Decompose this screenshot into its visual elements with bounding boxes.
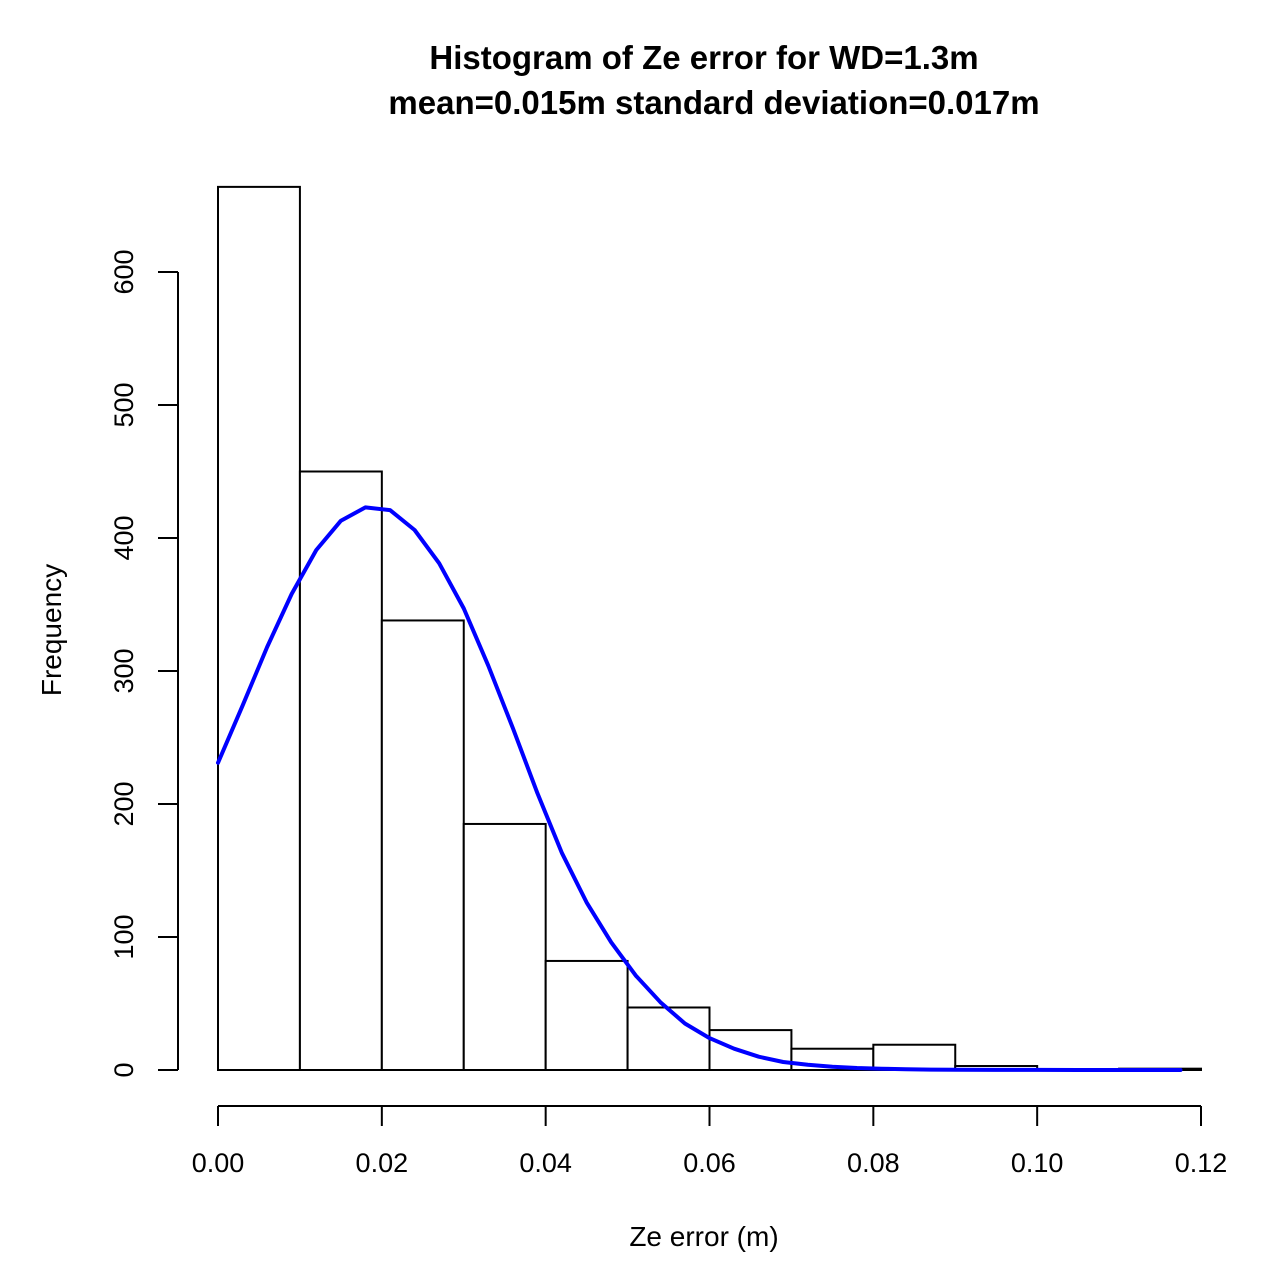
- histogram-bar-1: [298, 470, 383, 1071]
- y-axis-label: Frequency: [36, 564, 67, 696]
- histogram-bar-6: [708, 1029, 793, 1071]
- histogram-bar-0: [217, 185, 301, 1071]
- histogram-bar-2: [380, 619, 465, 1072]
- x-tick-label-0: 0.00: [192, 1148, 245, 1178]
- chart-subtitle: mean=0.015m standard deviation=0.017m: [388, 84, 1039, 121]
- histogram-bar-8: [872, 1043, 957, 1071]
- x-tick-label-6: 0.12: [1175, 1148, 1228, 1178]
- y-tick-label-3: 300: [109, 648, 139, 693]
- bars-layer: [217, 185, 1203, 1072]
- curve-layer: [216, 505, 1183, 1072]
- x-tick-label-1: 0.02: [356, 1148, 409, 1178]
- y-tick-label-2: 200: [109, 781, 139, 826]
- y-tick-label-1: 100: [109, 914, 139, 959]
- x-tick-label-2: 0.04: [519, 1148, 572, 1178]
- chart-title: Histogram of Ze error for WD=1.3m: [429, 39, 978, 76]
- x-axis: 0.00 0.02 0.04 0.06 0.08 0.10 0.12: [192, 1105, 1228, 1178]
- y-tick-label-6: 600: [109, 249, 139, 294]
- x-axis-label: Ze error (m): [629, 1221, 778, 1252]
- y-tick-label-0: 0: [109, 1062, 139, 1077]
- x-tick-label-4: 0.08: [847, 1148, 900, 1178]
- y-tick-label-4: 400: [109, 515, 139, 560]
- y-tick-label-5: 500: [109, 382, 139, 427]
- histogram-bar-5: [626, 1006, 711, 1071]
- histogram-bar-4: [544, 959, 629, 1071]
- y-axis: 0 100 200 300 400 500 600: [109, 249, 179, 1078]
- x-tick-label-5: 0.10: [1011, 1148, 1064, 1178]
- histogram-bar-3: [462, 822, 547, 1072]
- density-curve: [216, 505, 1183, 1072]
- x-tick-label-3: 0.06: [683, 1148, 736, 1178]
